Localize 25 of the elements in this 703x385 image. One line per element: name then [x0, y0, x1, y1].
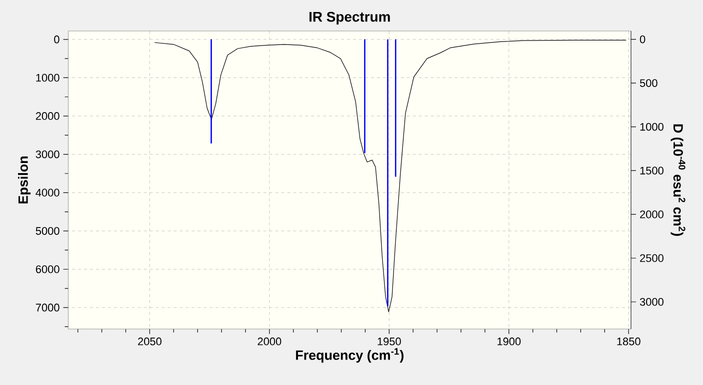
- y-tick-label: 3000: [36, 150, 60, 158]
- x-tick-label: 1900: [498, 338, 521, 346]
- x-tick-label: 1950: [378, 338, 401, 346]
- y-tick-label: 6000: [36, 265, 60, 274]
- y2-tick-label: 1000: [640, 122, 664, 131]
- y2-tick-label: 2000: [640, 210, 664, 218]
- y2-tick-label: 2500: [640, 254, 664, 262]
- x-tick-label: 2050: [138, 338, 162, 346]
- x-tick-label: 1850: [617, 338, 640, 346]
- chart-title: IR Spectrum: [310, 12, 390, 24]
- y2-tick-label: 0: [640, 35, 646, 44]
- y2-axis-title: D (10$^{-40}$ esu$^{2}$ cm$^{2}$): [670, 124, 686, 236]
- y-tick-label: 2000: [36, 112, 60, 120]
- y-tick-label: 1000: [36, 74, 60, 82]
- y-tick-label: 5000: [36, 227, 60, 235]
- y-tick-label: 4000: [36, 188, 60, 197]
- y2-tick-label: 500: [640, 79, 658, 87]
- x-tick-label: 2000: [258, 338, 282, 346]
- y-tick-label: 0: [54, 36, 60, 44]
- y2-tick-label: 3000: [640, 298, 664, 306]
- y-axis-title: Epsilon: [18, 156, 31, 204]
- y-tick-label: 7000: [36, 304, 60, 312]
- x-axis-title: Frequency (cm$^{-1}$): [296, 348, 404, 363]
- y2-tick-label: 1500: [640, 166, 664, 174]
- line-series: [154, 40, 627, 312]
